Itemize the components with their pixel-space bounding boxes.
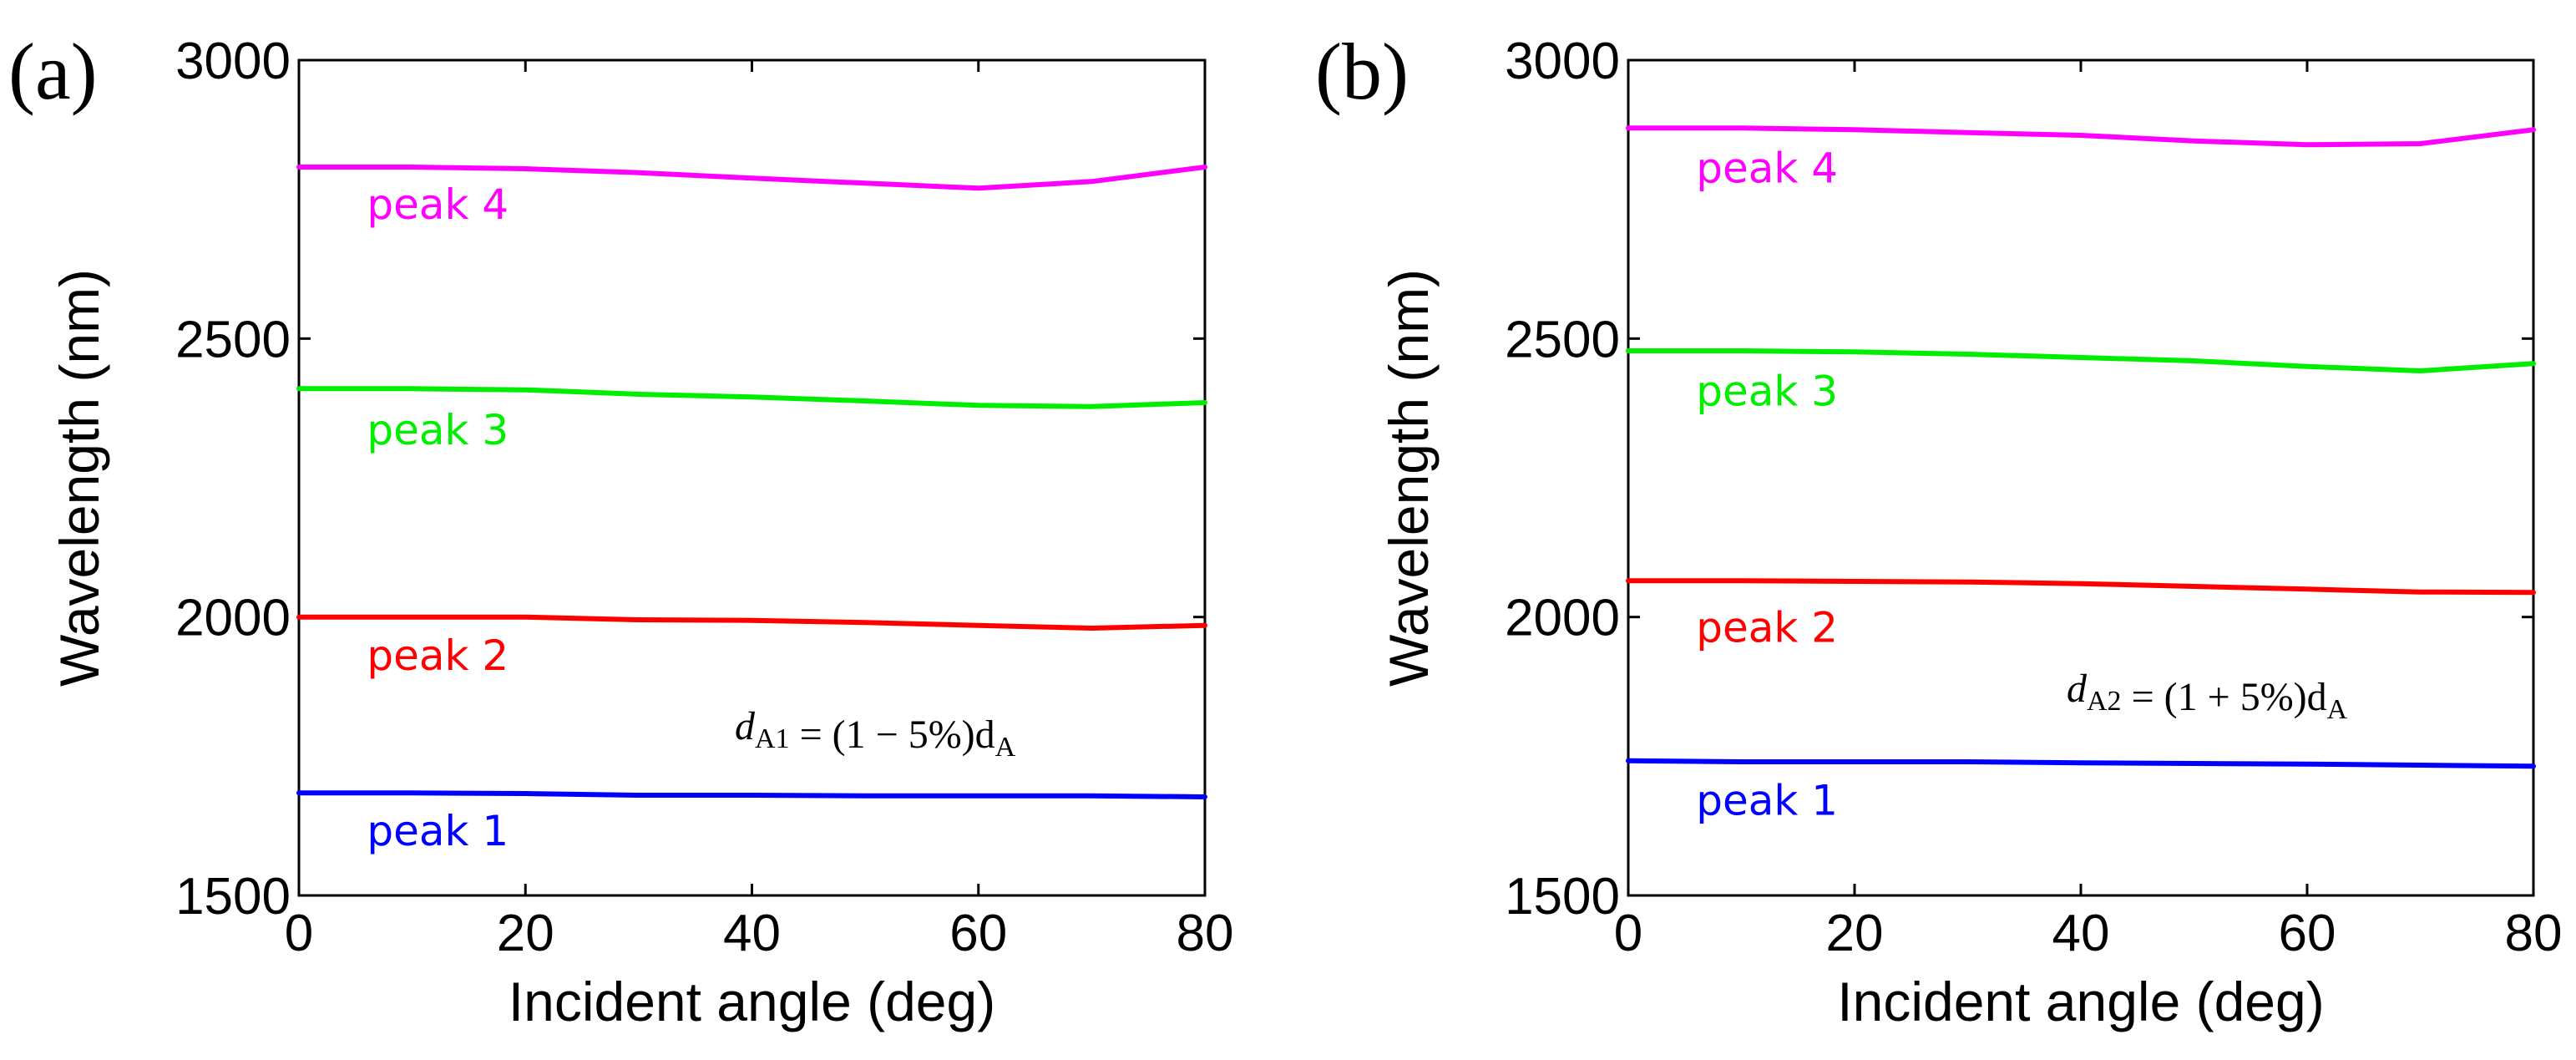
series-line-peak-4 (1626, 125, 2536, 148)
chart-panel-a: (a) 0 20 40 60 80 1500 2000 2500 3000 Incident ang… (8, 27, 1233, 1032)
panel-label: (b) (1315, 27, 1409, 116)
series-line-peak-3 (296, 386, 1207, 409)
x-tick-label: 80 (2505, 905, 2563, 962)
y-tick-label: 3000 (175, 33, 291, 90)
series-label-peak-1: peak 1 (1696, 776, 1838, 824)
y-tick-label: 2500 (1505, 311, 1620, 368)
series-label-peak-3: peak 3 (1696, 367, 1838, 415)
panel-label: (a) (8, 27, 98, 116)
series-line-peak-1 (1626, 758, 2536, 769)
series-label-peak-4: peak 4 (1696, 145, 1838, 193)
series-label-peak-1: peak 1 (367, 807, 509, 855)
formula-annotation: dA1 = (1 − 5%)dA (735, 704, 1016, 763)
x-tick-label: 60 (2279, 905, 2336, 962)
y-tick-label: 1500 (175, 868, 291, 926)
x-tick-label: 60 (949, 905, 1007, 962)
x-tick-label: 80 (1177, 905, 1234, 962)
series-line-peak-4 (296, 165, 1207, 191)
x-axis-title: Incident angle (deg) (509, 971, 995, 1032)
y-tick-label: 1500 (1505, 868, 1620, 926)
series-label-peak-4: peak 4 (367, 180, 509, 229)
series-label-peak-2: peak 2 (1696, 604, 1838, 652)
formula-annotation: dA2 = (1 + 5%)dA (2067, 667, 2348, 725)
chart-panel-b: (b) 0 20 40 60 80 1500 2000 2500 3000 Incident ang… (1315, 27, 2562, 1032)
series-line-peak-2 (1626, 578, 2536, 596)
y-tick-label: 3000 (1505, 33, 1620, 90)
series-line-peak-3 (1626, 348, 2536, 373)
x-tick-label: 40 (2052, 905, 2110, 962)
y-tick-label: 2000 (175, 590, 291, 647)
series-line-peak-2 (296, 614, 1207, 631)
x-tick-label: 20 (497, 905, 554, 962)
x-tick-label: 0 (285, 905, 313, 962)
y-axis-title: Wavelength (nm) (1378, 269, 1440, 687)
series-label-peak-2: peak 2 (367, 631, 509, 680)
y-tick-label: 2500 (175, 311, 291, 368)
x-tick-label: 40 (723, 905, 781, 962)
x-tick-label: 20 (1826, 905, 1884, 962)
y-axis-title: Wavelength (nm) (48, 269, 110, 687)
y-tick-label: 2000 (1505, 590, 1620, 647)
x-axis-title: Incident angle (deg) (1837, 971, 2324, 1032)
series-label-peak-3: peak 3 (367, 406, 509, 454)
series-line-peak-1 (296, 790, 1207, 799)
x-tick-label: 0 (1614, 905, 1642, 962)
